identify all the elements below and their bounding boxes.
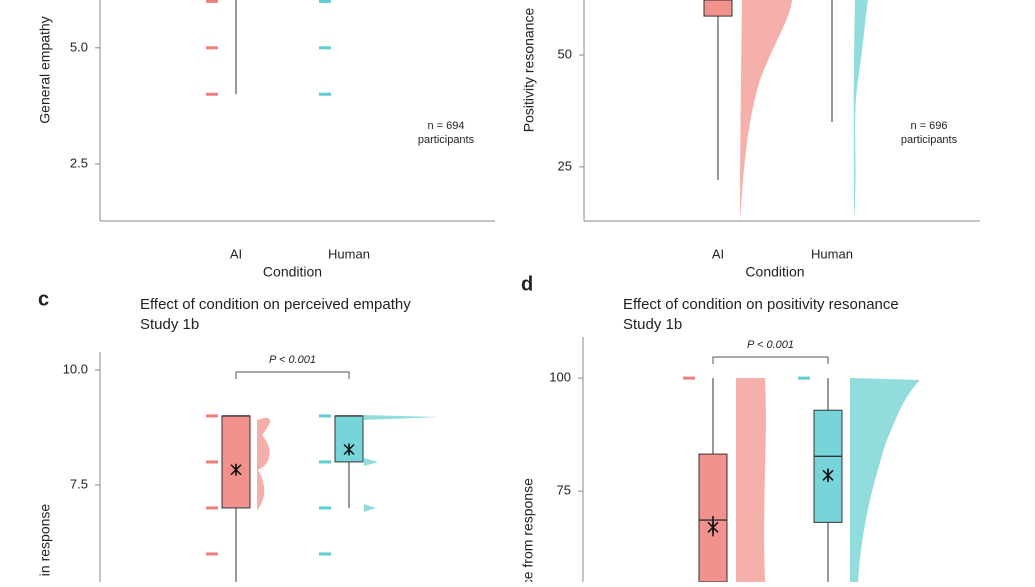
x-tick-label: Human [328,246,370,261]
box [813,409,843,523]
violin [853,0,868,221]
chart-title: Effect of condition on positivity resona… [623,296,899,313]
chart-title: Effect of condition on perceived empathy [140,296,411,313]
y-axis-title: Positivity resonance [521,8,537,133]
x-tick-label: Human [811,246,853,261]
chart-subtitle: Study 1b [140,316,199,333]
mean [822,469,834,482]
panel-label: d [521,273,533,295]
x-tick-label: AI [712,246,724,261]
x-axis-title: Condition [745,264,804,280]
y-axis-title: in response [37,504,53,577]
annotation: participants [901,134,958,146]
violin [736,378,766,582]
mean [343,443,355,456]
box [221,415,251,509]
panel-label: c [38,288,49,310]
y-tick-label: 50 [558,46,572,61]
y-tick-label: 2.5 [70,155,88,170]
violin [740,0,792,221]
y-tick-label: 100 [549,370,571,385]
x-tick-label: AI [230,246,242,261]
violin [850,378,920,582]
violin [364,415,440,512]
p-bracket [712,356,829,364]
chart-subtitle: Study 1b [623,316,682,333]
annotation: n = 694 [427,120,464,132]
x-axis-title: Condition [263,264,322,280]
y-tick-label: 10.0 [63,361,88,376]
y-axis-title: ance from response [520,478,536,582]
p-value: P < 0.001 [747,339,794,351]
violin [257,417,271,510]
y-tick-label: 75 [557,483,571,498]
annotation: n = 696 [910,120,947,132]
p-value: P < 0.001 [269,354,316,366]
y-tick-label: 25 [558,158,572,173]
annotation: participants [418,134,475,146]
mean [707,521,719,534]
violins [257,0,920,582]
box [703,0,733,17]
y-tick-label: 7.5 [70,476,88,491]
y-axis-title: General empathy [37,16,53,123]
y-tick-label: 5.0 [70,39,88,54]
p-bracket [235,371,350,379]
mean [230,463,242,476]
